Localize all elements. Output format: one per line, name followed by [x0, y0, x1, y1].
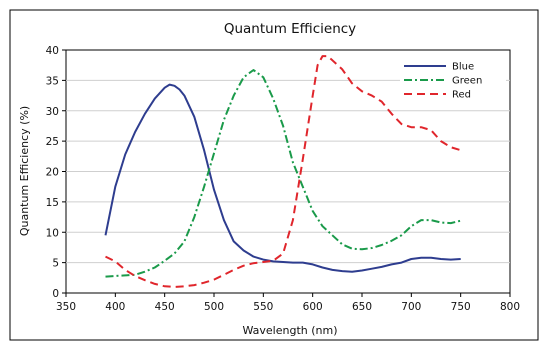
y-tick-label: 15: [46, 197, 59, 209]
x-tick-label: 400: [105, 301, 125, 313]
series-line-green: [105, 69, 461, 278]
y-tick-label: 0: [52, 288, 59, 300]
series-line-blue: [104, 83, 461, 273]
x-tick-label: 450: [155, 301, 175, 313]
y-tick-label: 35: [46, 75, 59, 87]
y-axis-label: Quantum Efficiency (%): [18, 106, 31, 236]
legend-label-blue: Blue: [452, 62, 474, 73]
legend-label-red: Red: [452, 90, 471, 101]
y-tick-label: 40: [46, 45, 59, 57]
x-tick-label: 700: [401, 301, 421, 313]
series-line-red: [105, 55, 461, 288]
y-tick-label: 5: [52, 258, 59, 270]
x-tick-label: 600: [303, 301, 323, 313]
y-tick-label: 30: [46, 106, 59, 118]
x-tick-label: 350: [56, 301, 76, 313]
legend-label-green: Green: [452, 76, 482, 87]
x-tick-label: 750: [451, 301, 471, 313]
legend: Blue Green Red: [400, 56, 506, 110]
x-tick-label: 800: [500, 301, 520, 313]
y-tick-label: 20: [46, 167, 59, 179]
y-tick-label: 25: [46, 136, 59, 148]
chart-title: Quantum Efficiency: [224, 21, 356, 37]
x-tick-label: 650: [352, 301, 372, 313]
axes: 0 5 10 15 20 25 30 35 40 350 400 450 500 550 600 650 700…: [46, 45, 520, 313]
x-tick-label: 500: [204, 301, 224, 313]
data-series: [104, 55, 461, 288]
x-tick-label: 550: [253, 301, 273, 313]
x-axis-label: Wavelength (nm): [242, 324, 337, 337]
y-tick-label: 10: [46, 227, 59, 239]
